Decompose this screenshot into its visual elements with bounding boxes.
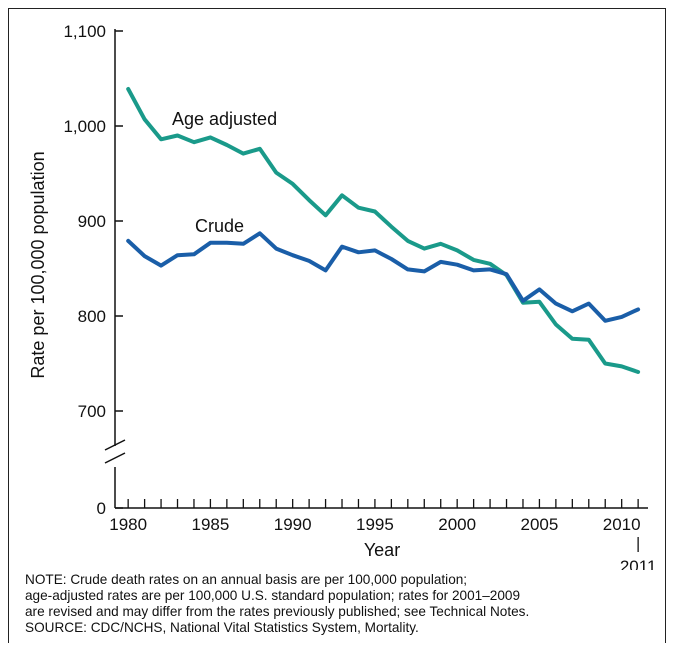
y-tick-label: 1,100 xyxy=(63,22,106,41)
x-tick-label: 2005 xyxy=(521,515,559,534)
axis-break-mark-lower xyxy=(104,452,126,464)
series-line-age-adjusted xyxy=(126,87,641,374)
x-tick-label-2011: 2011 xyxy=(620,557,657,570)
series-line-crude xyxy=(126,231,641,323)
data-lines xyxy=(126,87,641,374)
line-chart: 0 700 800 900 1,000 1,100 1980 1985 1990 1995 2000… xyxy=(28,22,656,570)
series-label-age-adjusted: Age adjusted xyxy=(172,109,277,129)
axes xyxy=(104,29,648,552)
note-line-3: are revised and may differ from the rate… xyxy=(25,604,530,619)
x-axis-title: Year xyxy=(364,540,400,560)
y-tick-label: 800 xyxy=(78,307,106,326)
x-tick-label: 1985 xyxy=(191,515,229,534)
x-tick-label: 1990 xyxy=(274,515,312,534)
axis-labels: 0 700 800 900 1,000 1,100 1980 1985 1990 1995 2000… xyxy=(28,22,656,570)
axis-break-mark-upper xyxy=(104,439,126,451)
x-tick-label: 2000 xyxy=(438,515,476,534)
note-line-1: NOTE: Crude death rates on an annual bas… xyxy=(25,572,468,587)
y-tick-label: 1,000 xyxy=(63,117,106,136)
series-label-crude: Crude xyxy=(195,216,244,236)
y-axis-title: Rate per 100,000 population xyxy=(28,151,48,378)
y-tick-label: 700 xyxy=(78,402,106,421)
x-tick-label: 2010 xyxy=(603,515,641,534)
chart-notes: NOTE: Crude death rates on an annual bas… xyxy=(25,572,655,636)
y-tick-label: 900 xyxy=(78,212,106,231)
x-tick-label: 1980 xyxy=(109,515,147,534)
source-line: SOURCE: CDC/NCHS, National Vital Statist… xyxy=(25,620,419,635)
y-tick-label: 0 xyxy=(97,499,106,518)
x-tick-label: 1995 xyxy=(356,515,394,534)
note-line-2: age-adjusted rates are per 100,000 U.S. … xyxy=(25,588,521,603)
chart-frame xyxy=(8,8,666,643)
